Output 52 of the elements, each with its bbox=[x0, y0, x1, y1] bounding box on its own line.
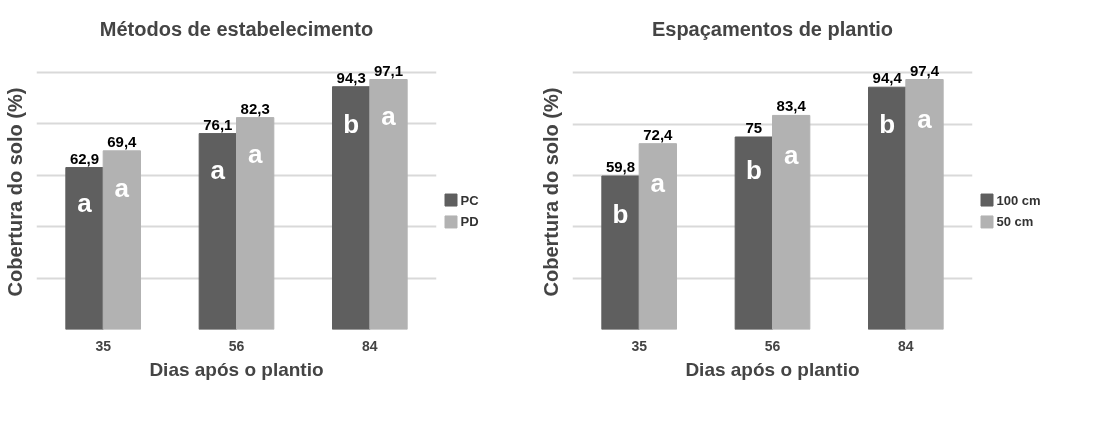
data-label: 72,4 bbox=[643, 125, 674, 143]
annotation: a bbox=[917, 104, 933, 135]
data-label: 76,1 bbox=[203, 115, 233, 133]
legend-label: 100 cm bbox=[996, 192, 1041, 208]
legend-label: 50 cm bbox=[996, 214, 1034, 230]
x-tick-label: 84 bbox=[362, 337, 378, 354]
bar bbox=[601, 175, 640, 330]
annotation: b bbox=[879, 109, 896, 140]
data-label: 94,3 bbox=[336, 68, 366, 86]
x-tick-label: 35 bbox=[631, 337, 648, 354]
annotation: b bbox=[745, 155, 762, 186]
annotation: b bbox=[612, 199, 629, 229]
bar bbox=[734, 136, 773, 330]
annotation: a bbox=[114, 172, 130, 203]
bar bbox=[369, 79, 408, 330]
bar bbox=[638, 143, 677, 330]
bar bbox=[102, 150, 141, 330]
data-label: 94,4 bbox=[872, 69, 903, 87]
bar bbox=[868, 86, 907, 330]
x-axis-title: Dias após o plantio bbox=[685, 358, 860, 380]
x-tick-label: 56 bbox=[764, 337, 781, 354]
data-label: 59,8 bbox=[605, 158, 636, 176]
data-label: 69,4 bbox=[107, 132, 138, 150]
x-tick-label: 84 bbox=[898, 337, 914, 354]
annotation: a bbox=[247, 139, 263, 170]
bar bbox=[65, 167, 104, 330]
legend-label: PC bbox=[460, 192, 480, 208]
x-tick-label: 35 bbox=[95, 337, 112, 354]
data-label: 82,3 bbox=[240, 99, 270, 117]
data-label: 62,9 bbox=[69, 149, 100, 167]
annotation: a bbox=[210, 154, 226, 185]
bar bbox=[198, 133, 237, 330]
x-axis-title: Dias após o plantio bbox=[149, 358, 324, 380]
data-label: 83,4 bbox=[776, 97, 807, 115]
data-label: 97,4 bbox=[909, 61, 940, 79]
data-label: 97,1 bbox=[373, 61, 404, 79]
annotation: a bbox=[381, 100, 397, 131]
legend-label: PD bbox=[460, 214, 479, 230]
bar bbox=[332, 86, 371, 330]
chart-title: Métodos de estabelecimento bbox=[99, 17, 374, 40]
y-axis-title: Cobertura do solo (%) bbox=[3, 87, 26, 297]
chart-title: Espaçamentos de plantio bbox=[651, 17, 894, 40]
annotation: a bbox=[77, 188, 93, 219]
annotation: a bbox=[783, 139, 799, 170]
annotation: b bbox=[343, 108, 360, 139]
bar bbox=[772, 114, 811, 330]
x-tick-label: 56 bbox=[228, 337, 245, 354]
data-label: 75 bbox=[745, 118, 763, 136]
bar bbox=[905, 79, 944, 330]
bar bbox=[236, 117, 275, 330]
annotation: a bbox=[650, 168, 666, 199]
y-axis-title: Cobertura do solo (%) bbox=[539, 87, 562, 297]
